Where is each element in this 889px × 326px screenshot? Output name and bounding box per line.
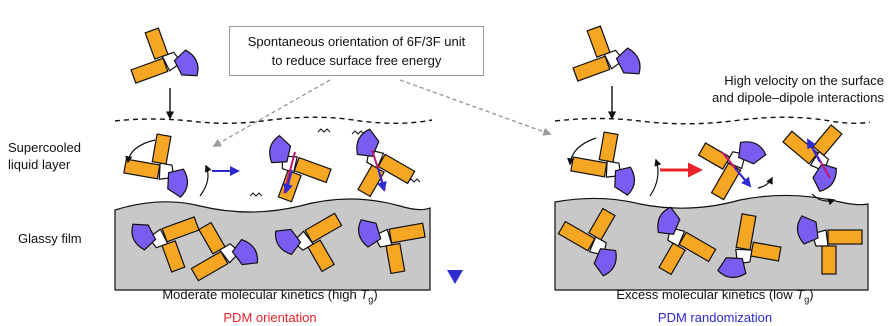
left-caption: Moderate molecular kinetics (high Tg) PD… bbox=[125, 286, 415, 326]
curve-arrow-right-d bbox=[811, 193, 836, 206]
right-caption-line: Excess molecular kinetics (low Tg) bbox=[570, 286, 860, 309]
molecule-surface-left bbox=[120, 128, 196, 199]
molecule-random-2 bbox=[773, 107, 862, 195]
left-caption-close: ) bbox=[373, 287, 378, 302]
curve-arrow-right-a bbox=[567, 137, 597, 166]
left-caption-main: Moderate molecular kinetics (high bbox=[162, 287, 357, 302]
callout-pointer-left bbox=[212, 79, 331, 147]
molecule-random-1 bbox=[684, 121, 769, 208]
right-caption: Excess molecular kinetics (low Tg) PDM r… bbox=[570, 286, 860, 326]
molecule-falling-right bbox=[562, 17, 644, 95]
left-panel bbox=[114, 19, 463, 294]
supercooled-label-line-1: Supercooled bbox=[8, 140, 81, 155]
molecule-oriented-1 bbox=[254, 133, 337, 212]
dipole-2-arrow bbox=[377, 167, 387, 192]
curve-arrow-right-b bbox=[649, 158, 662, 197]
callout-line-1: Spontaneous orientation of 6F/3F unit bbox=[247, 34, 466, 49]
right-note-line-1: High velocity on the surface bbox=[724, 73, 884, 88]
right-panel bbox=[550, 17, 871, 291]
callout-text: Spontaneous orientation of 6F/3F unit to… bbox=[230, 27, 483, 70]
vibration-mark-1 bbox=[317, 128, 331, 133]
surface-dashed-line-right bbox=[554, 116, 871, 125]
curve-arrow-right-c bbox=[757, 176, 773, 189]
left-caption-subscript: g bbox=[368, 294, 374, 305]
curve-arrow-left-a bbox=[125, 139, 156, 164]
molecule-surface-right bbox=[567, 126, 643, 197]
curve-arrow-left-b bbox=[199, 164, 212, 197]
right-caption-highlight: PDM randomization bbox=[657, 309, 773, 325]
right-note-line-2: and dipole–dipole interactions bbox=[711, 90, 884, 105]
dipole-3-arrow bbox=[734, 167, 752, 188]
surface-dashed-line-left bbox=[114, 116, 433, 124]
glassy-film-right bbox=[554, 194, 869, 291]
molecule-oriented-2 bbox=[336, 126, 423, 211]
callout-box: Spontaneous orientation of 6F/3F unit to… bbox=[229, 26, 484, 76]
left-caption-highlight: PDM orientation bbox=[223, 309, 317, 325]
vibration-mark-4 bbox=[407, 178, 421, 183]
dipole-1-arrow bbox=[283, 169, 293, 194]
right-caption-subscript: g bbox=[804, 294, 810, 305]
supercooled-label-line-2: liquid layer bbox=[8, 157, 71, 172]
kinetics-arrow-head bbox=[447, 270, 463, 284]
dipole-4-arrow bbox=[807, 138, 821, 163]
left-caption-symbol: T bbox=[360, 287, 369, 302]
right-note: High velocity on the surface and dipole–… bbox=[680, 72, 884, 106]
right-caption-tg: Tg bbox=[796, 287, 810, 305]
right-caption-symbol: T bbox=[796, 287, 805, 302]
glassy-film-label: Glassy film bbox=[18, 231, 82, 246]
left-caption-line: Moderate molecular kinetics (high Tg) bbox=[125, 286, 415, 309]
left-caption-tg: Tg bbox=[360, 287, 374, 305]
vibration-mark-3 bbox=[351, 130, 365, 135]
vibration-mark-2 bbox=[249, 192, 263, 197]
callout-pointer-right bbox=[399, 79, 552, 136]
callout-line-2: to reduce surface free energy bbox=[271, 53, 442, 68]
right-caption-main: Excess molecular kinetics (low bbox=[616, 287, 793, 302]
molecule-falling-left bbox=[120, 19, 202, 97]
right-caption-close: ) bbox=[809, 287, 814, 302]
supercooled-layer-label: Supercooled liquid layer bbox=[8, 139, 81, 173]
